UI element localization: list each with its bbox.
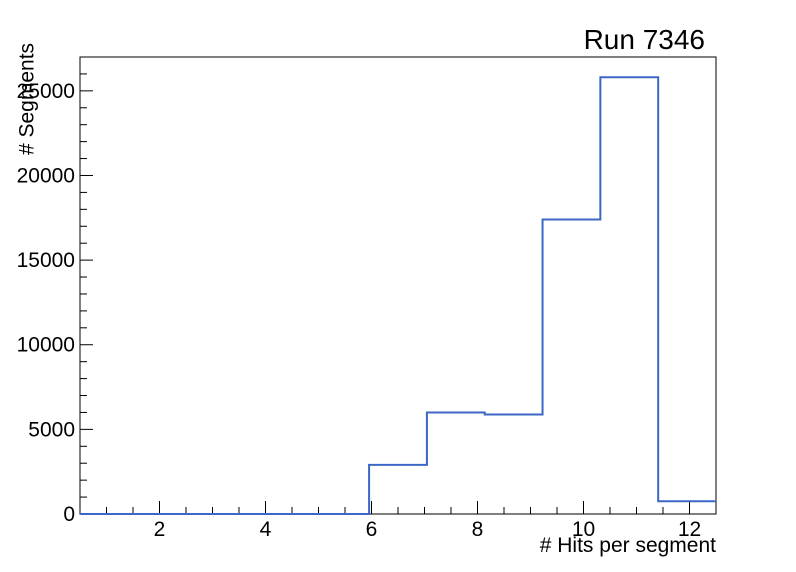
y-axis-labels: 0 5000 10000 15000 20000 25000 (17, 80, 75, 526)
x-tick-label: 2 (154, 518, 166, 541)
y-axis-title: # Segments (15, 42, 39, 156)
x-tick-label: 12 (678, 518, 701, 541)
x-tick-label: 10 (572, 518, 595, 541)
x-tick-label: 8 (472, 518, 484, 541)
chart-title: Run 7346 (583, 24, 705, 55)
x-tick-label: 4 (260, 518, 272, 541)
x-axis-title: # Hits per segment (539, 534, 716, 557)
x-axis-ticks (106, 501, 690, 514)
y-axis-ticks (80, 73, 93, 498)
y-tick-label: 10000 (17, 334, 75, 357)
plot-frame (79, 56, 717, 515)
x-tick-label: 6 (366, 518, 378, 541)
y-tick-label: 0 (63, 503, 75, 526)
y-tick-label: 15000 (17, 249, 75, 272)
histogram-line (80, 76, 716, 515)
y-tick-label: 5000 (28, 418, 75, 441)
y-tick-label: 20000 (17, 164, 75, 187)
x-axis-labels: 2 4 6 8 10 12 (154, 518, 702, 541)
y-tick-label: 25000 (17, 80, 75, 103)
